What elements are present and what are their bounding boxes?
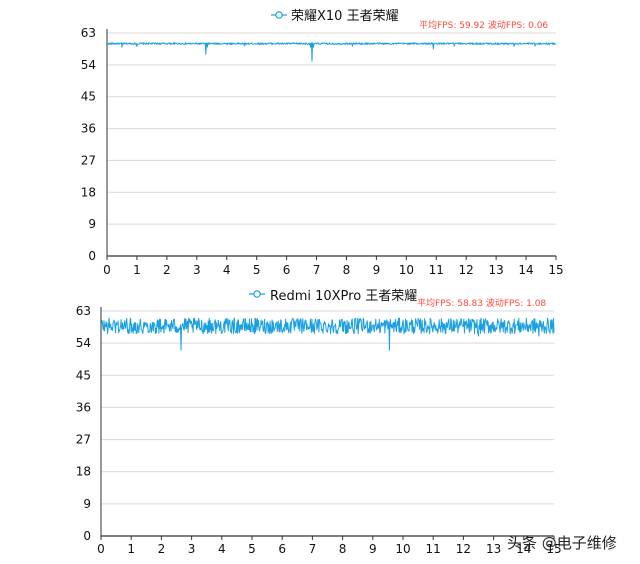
x-tick-label: 4 [218,542,226,556]
y-tick-label: 36 [76,400,91,414]
x-tick-label: 14 [516,542,531,556]
y-tick-label: 18 [81,185,96,199]
y-tick-label: 9 [88,217,96,231]
y-tick-label: 63 [81,26,96,40]
x-tick-label: 8 [343,263,351,277]
legend-marker-circle [253,290,261,298]
x-tick-label: 4 [223,263,231,277]
x-tick-label: 1 [127,542,135,556]
x-tick-label: 13 [488,263,503,277]
x-tick-label: 9 [369,542,377,556]
y-tick-label: 36 [81,122,96,136]
watermark: 头条 @电子维修 [507,534,617,552]
y-tick-label: 18 [76,465,91,479]
x-tick-label: 8 [339,542,347,556]
y-tick-label: 0 [88,249,96,263]
x-tick-label: 11 [426,542,441,556]
x-tick-label: 2 [163,263,171,277]
avg-fps-label: 平均FPS [419,19,454,31]
fps-stats: 平均FPS: 59.92 波动FPS: 0.06 [419,19,548,31]
y-tick-label: 27 [76,433,91,447]
x-tick-label: 2 [158,542,166,556]
x-tick-label: 0 [97,542,105,556]
y-tick-label: 9 [83,497,91,511]
chart-redmi-10xpro: Redmi 10XPro 王者荣耀 平均FPS: 58.83 波动FPS: 1.… [76,289,562,556]
x-tick-label: 6 [283,263,291,277]
y-tick-label: 45 [76,368,91,382]
x-tick-label: 6 [278,542,286,556]
x-tick-label: 10 [399,263,414,277]
x-tick-label: 7 [309,542,317,556]
y-tick-label: 63 [76,304,91,318]
y-tick-label: 54 [76,336,91,350]
y-tick-label: 45 [81,90,96,104]
fluct-fps-value: 0.06 [528,21,548,31]
x-tick-label: 5 [253,263,261,277]
x-tick-label: 15 [548,263,563,277]
fluct-fps-label: 波动FPS [488,19,523,31]
fps-series-line [100,317,555,351]
y-tick-label: 54 [81,58,96,72]
fps-stats: 平均FPS: 58.83 波动FPS: 1.08 [417,297,546,309]
x-tick-label: 14 [518,263,533,277]
avg-fps-value: 58.83 [457,299,483,309]
x-tick-label: 13 [486,542,501,556]
avg-fps-value: 59.92 [459,21,485,31]
chart-title: Redmi 10XPro 王者荣耀 [270,289,417,304]
legend-marker-circle [275,11,283,19]
x-tick-label: 7 [313,263,321,277]
x-tick-label: 12 [459,263,474,277]
x-tick-label: 9 [373,263,381,277]
x-tick-label: 0 [103,263,111,277]
x-tick-label: 3 [193,263,201,277]
x-tick-label: 15 [546,542,561,556]
x-tick-label: 3 [188,542,196,556]
y-tick-label: 0 [83,529,91,543]
fluct-fps-value: 1.08 [526,299,546,309]
x-tick-label: 1 [133,263,141,277]
x-tick-label: 12 [456,542,471,556]
chart-title: 荣耀X10 王者荣耀 [291,9,399,24]
avg-fps-label: 平均FPS [417,297,452,309]
y-tick-label: 27 [81,153,96,167]
x-tick-label: 11 [429,263,444,277]
fluct-fps-label: 波动FPS [486,297,521,309]
x-tick-label: 10 [395,542,410,556]
chart-honor-x10: 荣耀X10 王者荣耀 平均FPS: 59.92 波动FPS: 0.06 0918… [81,9,564,277]
fps-series-line [106,42,557,62]
x-tick-label: 5 [248,542,256,556]
